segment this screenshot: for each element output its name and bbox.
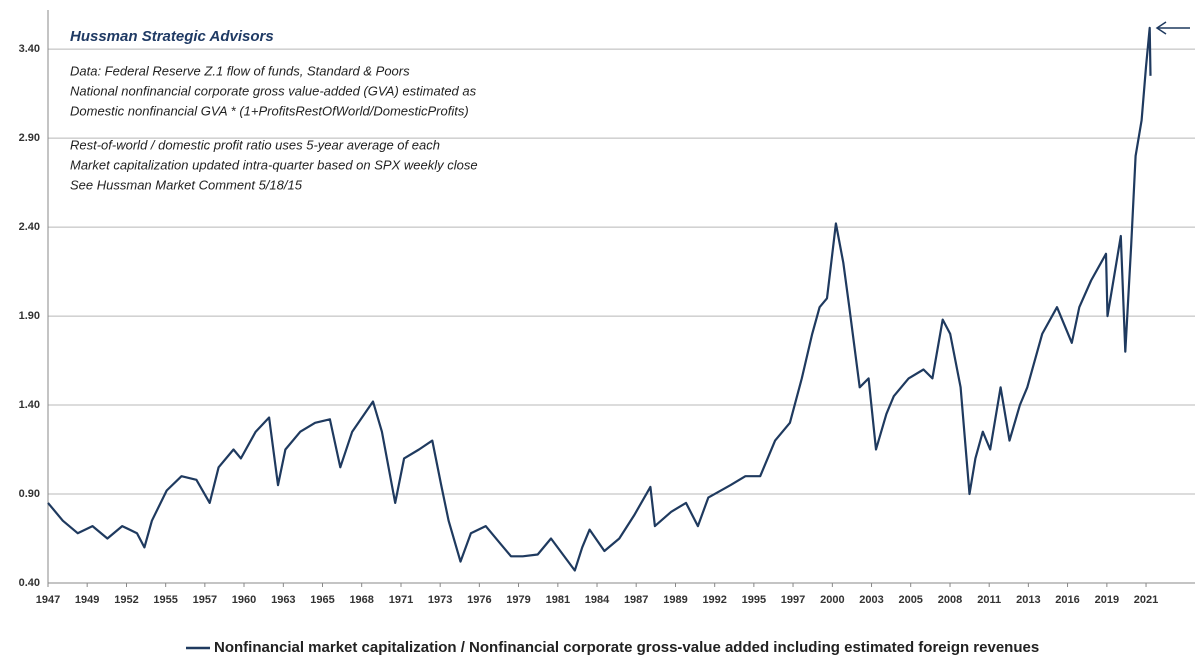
x-tick-label: 2019 <box>1095 594 1119 606</box>
annotation: National nonfinancial corporate gross va… <box>70 83 477 98</box>
x-tick-label: 1973 <box>428 594 452 606</box>
x-tick-label: 1965 <box>310 594 334 606</box>
x-tick-label: 1952 <box>114 594 138 606</box>
x-tick-label: 1976 <box>467 594 491 606</box>
x-tick-label: 1995 <box>742 594 766 606</box>
chart-title: Hussman Strategic Advisors <box>70 28 274 45</box>
x-tick-label: 1997 <box>781 594 805 606</box>
x-tick-label: 2016 <box>1055 594 1079 606</box>
x-tick-label: 2005 <box>898 594 922 606</box>
y-tick-label: 1.40 <box>19 399 40 411</box>
x-tick-label: 1955 <box>153 594 177 606</box>
x-tick-label: 1957 <box>193 594 217 606</box>
legend-label: Nonfinancial market capitalization / Non… <box>214 639 1039 656</box>
y-tick-label: 3.40 <box>19 43 40 55</box>
y-tick-label: 2.40 <box>19 221 40 233</box>
x-tick-label: 2013 <box>1016 594 1040 606</box>
annotation: Rest-of-world / domestic profit ratio us… <box>70 137 440 152</box>
x-tick-label: 1989 <box>663 594 687 606</box>
arrow <box>1155 21 1190 35</box>
x-tick-label: 2021 <box>1134 594 1158 606</box>
arrow-head <box>1155 21 1167 35</box>
data-line <box>47 26 1152 572</box>
x-tick-label: 1963 <box>271 594 295 606</box>
x-tick-label: 1981 <box>546 594 570 606</box>
x-tick-label: 1992 <box>702 594 726 606</box>
x-tick-label: 1984 <box>585 594 610 606</box>
annotation: Data: Federal Reserve Z.1 flow of funds,… <box>70 63 410 78</box>
y-tick-label: 1.90 <box>19 310 40 322</box>
x-tick-label: 1968 <box>349 594 373 606</box>
x-tick-label: 2003 <box>859 594 883 606</box>
x-tick-label: 2011 <box>977 594 1001 606</box>
x-tick-label: 2008 <box>938 594 962 606</box>
y-tick-label: 0.90 <box>19 488 40 500</box>
x-tick-label: 1987 <box>624 594 648 606</box>
annotation: Market capitalization updated intra-quar… <box>70 157 478 172</box>
x-tick-label: 1960 <box>232 594 256 606</box>
y-tick-label: 2.90 <box>19 132 40 144</box>
annotation: See Hussman Market Comment 5/18/15 <box>70 177 303 192</box>
x-tick-label: 1947 <box>36 594 60 606</box>
y-tick-label: 0.40 <box>19 577 40 589</box>
x-tick-label: 1949 <box>75 594 99 606</box>
x-tick-label: 1979 <box>506 594 530 606</box>
x-tick-label: 1971 <box>389 594 413 606</box>
annotation: Domestic nonfinancial GVA * (1+ProfitsRe… <box>70 103 469 118</box>
x-tick-label: 2000 <box>820 594 844 606</box>
